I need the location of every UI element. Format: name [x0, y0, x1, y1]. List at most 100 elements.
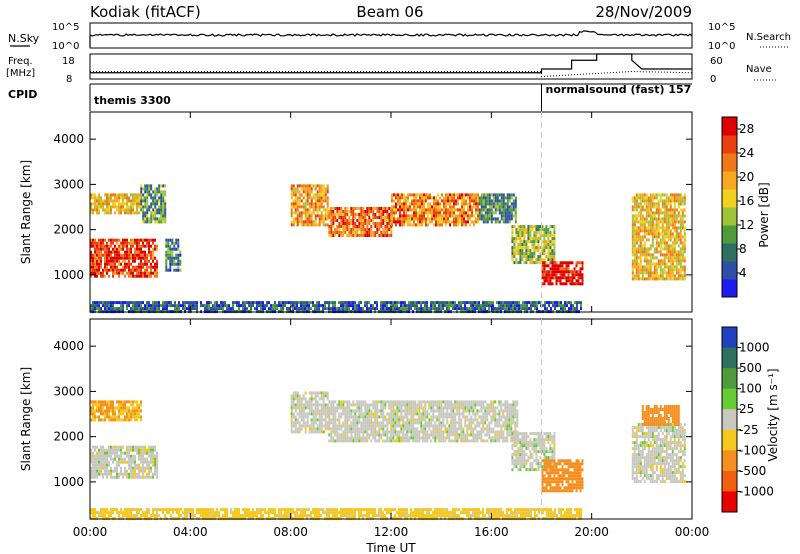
velocity-cell [356, 406, 359, 410]
power-cell [165, 262, 168, 266]
power-cell [134, 202, 136, 206]
power-cell [643, 271, 646, 275]
power-cell [316, 208, 319, 212]
power-cell [543, 264, 546, 268]
power-cell [314, 223, 317, 227]
power-cell [665, 256, 668, 260]
power-cell [532, 304, 534, 308]
power-cell [136, 304, 138, 308]
power-cell [486, 211, 489, 215]
velocity-cell [134, 448, 136, 452]
power-cell [675, 268, 678, 272]
power-cell [300, 211, 303, 215]
power-cell [673, 265, 676, 269]
power-cell [679, 250, 682, 254]
power-cell [296, 301, 298, 305]
power-cell [633, 235, 636, 239]
velocity-cell [90, 400, 92, 404]
power-cell [334, 307, 336, 311]
power-cell [683, 250, 686, 254]
velocity-cell [98, 418, 100, 422]
power-cell [344, 231, 347, 234]
power-cell [386, 304, 388, 308]
power-cell [549, 231, 552, 235]
power-cell [358, 301, 360, 305]
power-cell [167, 238, 170, 242]
power-cell [633, 244, 636, 248]
power-cell [555, 264, 558, 268]
velocity-cell [348, 409, 351, 413]
power-cell [541, 234, 544, 238]
power-cell [547, 255, 550, 259]
power-cell [152, 265, 154, 269]
velocity-cell [100, 445, 102, 449]
power-cell [298, 217, 301, 221]
velocity-cell [332, 406, 335, 410]
velocity-cell [334, 424, 337, 428]
power-cell [419, 193, 421, 197]
velocity-cell [314, 421, 317, 425]
power-cell [683, 271, 686, 275]
velocity-cell [426, 409, 429, 413]
power-cell [534, 301, 536, 305]
velocity-cell [412, 421, 415, 425]
power-cell [124, 265, 126, 269]
power-cell [482, 220, 485, 224]
velocity-cell [314, 406, 317, 410]
power-cell [396, 307, 398, 311]
velocity-cell [124, 406, 126, 410]
power-cell [177, 247, 180, 251]
velocity-cell [332, 400, 335, 404]
velocity-cell [428, 400, 431, 404]
velocity-cell [390, 433, 393, 437]
power-cell [513, 240, 516, 244]
power-cell [633, 238, 636, 242]
velocity-cell [360, 427, 363, 431]
velocity-cell [330, 433, 333, 437]
velocity-cell [344, 436, 347, 440]
power-cell [531, 261, 534, 265]
velocity-cell [378, 400, 381, 404]
power-cell [513, 252, 516, 256]
power-cell [537, 240, 540, 244]
power-cell [502, 208, 505, 212]
power-cell [671, 247, 674, 251]
power-cell [268, 301, 270, 305]
power-cell [96, 196, 98, 200]
power-cell [407, 220, 409, 224]
velocity-cell [420, 415, 423, 419]
velocity-cell [90, 475, 92, 479]
power-cell [362, 216, 365, 219]
velocity-cell [414, 430, 417, 434]
velocity-cell [318, 409, 321, 413]
power-cell [332, 216, 335, 219]
power-cell [653, 229, 656, 233]
power-cell [549, 240, 552, 244]
nave-tick-low: 0 [710, 74, 716, 85]
velocity-cell [338, 400, 341, 404]
velocity-cell [440, 409, 443, 413]
power-cell [665, 229, 668, 233]
power-cell [494, 196, 497, 200]
power-cell [382, 222, 385, 225]
power-cell [314, 184, 317, 188]
power-cell [230, 307, 232, 311]
power-cell [110, 268, 112, 272]
power-cell [152, 301, 154, 305]
velocity-cell [420, 400, 423, 404]
power-cell [665, 271, 668, 275]
power-cell [531, 225, 534, 229]
power-cell [102, 274, 104, 278]
power-cell [320, 211, 323, 215]
velocity-cell [372, 403, 375, 407]
power-cell [498, 193, 501, 197]
velocity-cell [318, 412, 321, 416]
power-cell [661, 232, 664, 236]
power-cell [104, 253, 106, 257]
power-cell [651, 253, 654, 257]
power-cell [475, 217, 477, 221]
velocity-cell [94, 454, 96, 458]
power-cell [516, 301, 518, 305]
power-cell [641, 265, 644, 269]
velocity-cell [380, 409, 383, 413]
